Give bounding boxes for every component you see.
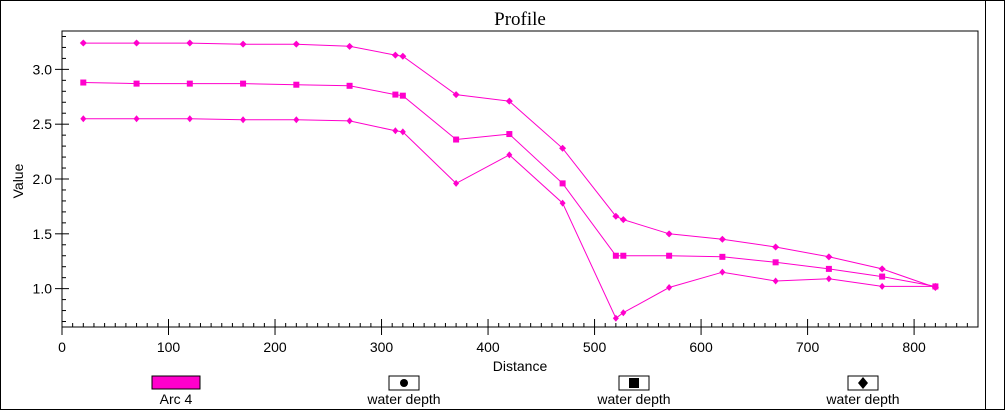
y-tick-label: 2.5 bbox=[33, 116, 53, 132]
x-tick-label: 800 bbox=[902, 339, 926, 355]
legend-label-square: water depth bbox=[596, 391, 670, 407]
y-tick-label: 1.5 bbox=[33, 226, 53, 242]
data-point-circle bbox=[666, 284, 673, 292]
data-point-circle bbox=[772, 277, 779, 285]
x-tick-label: 700 bbox=[796, 339, 820, 355]
data-point-diamond bbox=[665, 230, 673, 238]
data-point-diamond bbox=[612, 212, 620, 220]
data-point-square bbox=[399, 92, 406, 99]
legend-label-diamond: water depth bbox=[825, 391, 899, 407]
data-point-square bbox=[186, 80, 193, 87]
data-point-circle bbox=[559, 199, 566, 207]
legend-swatch-arc4 bbox=[151, 375, 201, 390]
data-point-diamond bbox=[718, 235, 726, 243]
legend-label-circle: water depth bbox=[366, 391, 440, 407]
data-point-square bbox=[825, 265, 832, 272]
data-point-circle bbox=[719, 268, 726, 276]
data-point-square bbox=[559, 180, 566, 187]
data-point-square bbox=[620, 252, 627, 259]
data-point-circle bbox=[506, 151, 513, 159]
data-point-diamond bbox=[399, 52, 407, 60]
data-point-square bbox=[879, 273, 886, 280]
data-point-diamond bbox=[878, 265, 886, 273]
legend-square-icon bbox=[629, 378, 639, 388]
data-point-square bbox=[133, 80, 140, 87]
x-tick-label: 300 bbox=[370, 339, 394, 355]
data-point-square bbox=[346, 82, 353, 89]
data-point-diamond bbox=[292, 40, 300, 48]
data-point-diamond bbox=[239, 40, 247, 48]
data-point-square bbox=[293, 81, 300, 88]
data-point-circle bbox=[453, 179, 460, 187]
legend-diamond-icon bbox=[858, 377, 868, 389]
y-tick-label: 1.0 bbox=[33, 281, 53, 297]
data-point-square bbox=[612, 252, 619, 259]
x-tick-label: 400 bbox=[476, 339, 500, 355]
data-point-diamond bbox=[559, 144, 567, 152]
data-point-diamond bbox=[452, 91, 460, 99]
legend-circle-icon bbox=[400, 379, 408, 387]
data-point-diamond bbox=[825, 253, 833, 261]
y-axis-label: Value bbox=[10, 163, 26, 198]
data-point-circle bbox=[346, 117, 353, 125]
data-point-square bbox=[719, 253, 726, 260]
data-point-square bbox=[240, 80, 247, 87]
x-tick-label: 100 bbox=[157, 339, 181, 355]
data-point-diamond bbox=[133, 39, 141, 47]
data-point-diamond bbox=[619, 216, 627, 224]
data-point-diamond bbox=[772, 243, 780, 251]
x-tick-label: 600 bbox=[689, 339, 713, 355]
x-tick-label: 500 bbox=[583, 339, 607, 355]
data-point-circle bbox=[186, 115, 193, 123]
x-tick-label: 0 bbox=[58, 339, 66, 355]
data-point-square bbox=[506, 131, 513, 138]
data-point-square bbox=[80, 79, 87, 86]
data-point-square bbox=[392, 91, 399, 98]
y-tick-label: 3.0 bbox=[33, 61, 53, 77]
chart-title: Profile bbox=[494, 9, 546, 30]
data-point-circle bbox=[80, 115, 87, 123]
series-layer bbox=[79, 39, 939, 322]
data-point-diamond bbox=[931, 284, 939, 292]
data-point-circle bbox=[293, 116, 300, 124]
legend: Arc 4 water depth water depth water dept… bbox=[151, 375, 900, 407]
x-tick-label: 200 bbox=[263, 339, 287, 355]
data-point-circle bbox=[133, 115, 140, 123]
legend-swatch-label: Arc 4 bbox=[160, 391, 193, 407]
data-point-circle bbox=[620, 309, 627, 317]
data-point-diamond bbox=[186, 39, 194, 47]
data-point-diamond bbox=[391, 51, 399, 59]
data-point-circle bbox=[825, 275, 832, 283]
y-tick-label: 2.0 bbox=[33, 171, 53, 187]
data-point-circle bbox=[399, 128, 406, 136]
data-point-diamond bbox=[346, 42, 354, 50]
data-point-circle bbox=[612, 314, 619, 322]
data-point-circle bbox=[392, 127, 399, 135]
data-point-square bbox=[666, 252, 673, 259]
plot-area bbox=[61, 30, 979, 328]
data-point-circle bbox=[240, 116, 247, 124]
axes-group: 0 100 200 300 400 500 600 700 800 1.0 1.5 2.0 2.5 3.0 bbox=[33, 35, 968, 355]
data-point-square bbox=[453, 136, 460, 143]
data-point-diamond bbox=[79, 39, 87, 47]
data-point-diamond bbox=[505, 97, 513, 105]
data-point-square bbox=[772, 259, 779, 266]
data-point-circle bbox=[879, 282, 886, 290]
x-axis-label: Distance bbox=[493, 358, 548, 374]
